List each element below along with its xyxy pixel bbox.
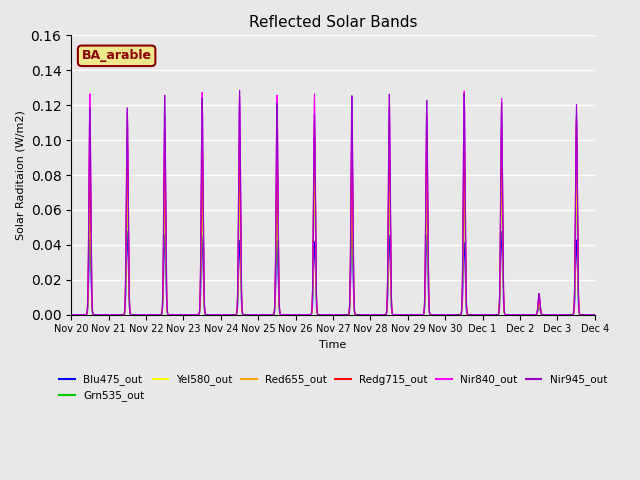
Legend: Blu475_out, Grn535_out, Yel580_out, Red655_out, Redg715_out, Nir840_out, Nir945_: Blu475_out, Grn535_out, Yel580_out, Red6… bbox=[55, 370, 611, 406]
Text: BA_arable: BA_arable bbox=[82, 49, 152, 62]
Title: Reflected Solar Bands: Reflected Solar Bands bbox=[249, 15, 417, 30]
X-axis label: Time: Time bbox=[319, 340, 347, 350]
Y-axis label: Solar Raditaion (W/m2): Solar Raditaion (W/m2) bbox=[15, 110, 25, 240]
